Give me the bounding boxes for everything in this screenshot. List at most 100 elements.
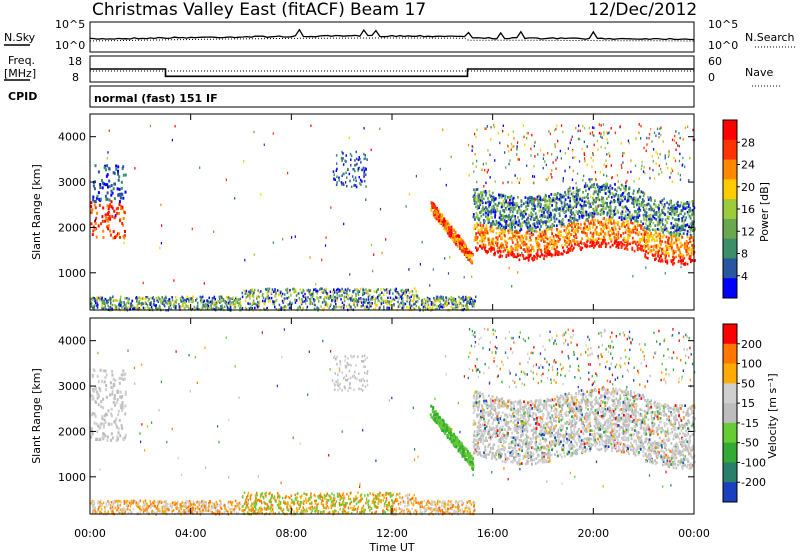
echo-cell	[570, 242, 572, 245]
echo-cell	[349, 304, 351, 307]
echo-cell	[579, 138, 580, 141]
echo-cell	[584, 204, 586, 207]
echo-cell	[323, 298, 325, 301]
echo-cell	[609, 131, 610, 134]
power-colorbar	[723, 120, 737, 299]
echo-cell	[583, 227, 585, 230]
echo-cell	[582, 179, 583, 182]
echo-cell	[680, 256, 682, 259]
echo-cell	[650, 220, 652, 223]
echo-cell	[515, 249, 517, 252]
echo-cell	[664, 205, 666, 208]
echo-cell	[602, 223, 604, 226]
echo-cell	[345, 181, 346, 184]
echo-cell	[473, 216, 475, 219]
echo-cell	[143, 297, 145, 300]
echo-cell	[502, 214, 504, 217]
echo-cell	[547, 152, 548, 155]
echo-cell	[651, 140, 652, 143]
echo-cell	[644, 249, 645, 252]
echo-cell	[487, 197, 489, 200]
echo-cell	[672, 208, 674, 211]
echo-cell	[335, 303, 337, 306]
echo-cell	[595, 199, 597, 202]
echo-cell	[242, 307, 244, 310]
echo-cell	[517, 249, 519, 252]
echo-cell	[245, 307, 247, 310]
echo-cell	[506, 254, 508, 257]
echo-cell	[512, 146, 513, 149]
echo-cell	[383, 288, 385, 291]
echo-cell	[473, 303, 475, 306]
echo-cell	[456, 301, 458, 304]
echo-cell	[692, 222, 694, 225]
echo-cell	[365, 154, 367, 157]
echo-cell	[501, 255, 503, 258]
echo-cell	[578, 245, 580, 248]
echo-cell	[333, 305, 335, 308]
echo-cell	[206, 299, 208, 302]
echo-cell	[547, 216, 549, 219]
echo-cell	[643, 216, 645, 219]
echo-cell	[470, 251, 472, 254]
echo-cell	[390, 289, 392, 292]
echo-cell	[281, 295, 283, 298]
echo-cell	[416, 305, 418, 308]
echo-cell	[647, 234, 649, 237]
echo-cell	[660, 239, 662, 242]
echo-cell	[679, 205, 681, 208]
echo-cell	[690, 261, 692, 264]
echo-cell	[411, 290, 413, 293]
echo-cell	[592, 126, 593, 129]
echo-cell	[675, 213, 677, 216]
echo-cell	[678, 224, 680, 227]
echo-cell	[599, 123, 600, 126]
echo-cell	[109, 185, 111, 188]
echo-cell	[680, 137, 681, 140]
echo-cell	[445, 305, 447, 308]
echo-cell	[213, 231, 214, 234]
echo-cell	[361, 169, 363, 172]
echo-cell	[469, 303, 471, 306]
nave-tick-low: 0	[708, 71, 715, 84]
echo-cell	[562, 236, 564, 239]
echo-cell	[512, 251, 514, 254]
echo-cell	[163, 304, 165, 307]
echo-cell	[252, 295, 254, 298]
echo-cell	[605, 207, 607, 210]
echo-cell	[405, 294, 407, 297]
echo-cell	[352, 168, 354, 171]
echo-cell	[298, 292, 300, 295]
echo-cell	[331, 299, 333, 302]
echo-cell	[638, 233, 640, 236]
echo-cell	[674, 219, 676, 222]
echo-cell	[616, 190, 618, 193]
echo-cell	[302, 301, 304, 304]
echo-cell	[326, 292, 328, 295]
echo-cell	[670, 233, 672, 236]
echo-cell	[297, 307, 299, 310]
echo-cell	[621, 164, 622, 167]
echo-cell	[465, 296, 467, 299]
echo-cell	[324, 296, 326, 299]
echo-cell	[407, 298, 409, 301]
echo-cell	[362, 289, 364, 292]
echo-cell	[456, 235, 458, 238]
echo-cell	[451, 156, 452, 159]
echo-cell	[112, 296, 114, 299]
echo-cell	[94, 187, 96, 190]
echo-cell	[557, 240, 559, 243]
echo-cell	[448, 223, 450, 226]
echo-cell	[93, 184, 95, 187]
echo-cell	[612, 201, 614, 204]
echo-cell	[656, 211, 658, 214]
echo-cell	[648, 218, 650, 221]
echo-cell	[379, 128, 380, 131]
echo-cell	[512, 215, 514, 218]
echo-cell	[658, 207, 660, 210]
echo-cell	[627, 200, 629, 203]
echo-cell	[527, 132, 528, 135]
echo-cell	[550, 193, 552, 196]
echo-cell	[650, 206, 652, 209]
echo-cell	[643, 195, 645, 198]
